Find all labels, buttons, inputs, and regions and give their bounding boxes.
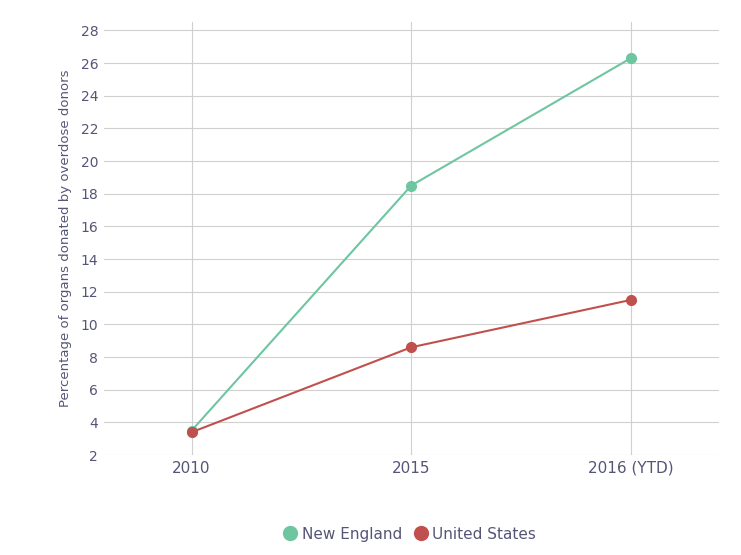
- United States: [626, 296, 635, 303]
- New England: [187, 427, 196, 434]
- Line: United States: United States: [187, 295, 636, 437]
- New England: [626, 55, 635, 62]
- United States: [187, 429, 196, 436]
- United States: [407, 344, 416, 351]
- Y-axis label: Percentage of organs donated by overdose donors: Percentage of organs donated by overdose…: [59, 70, 72, 407]
- New England: [407, 182, 416, 189]
- Line: New England: New England: [187, 53, 636, 436]
- Legend: New England, United States: New England, United States: [279, 519, 544, 549]
